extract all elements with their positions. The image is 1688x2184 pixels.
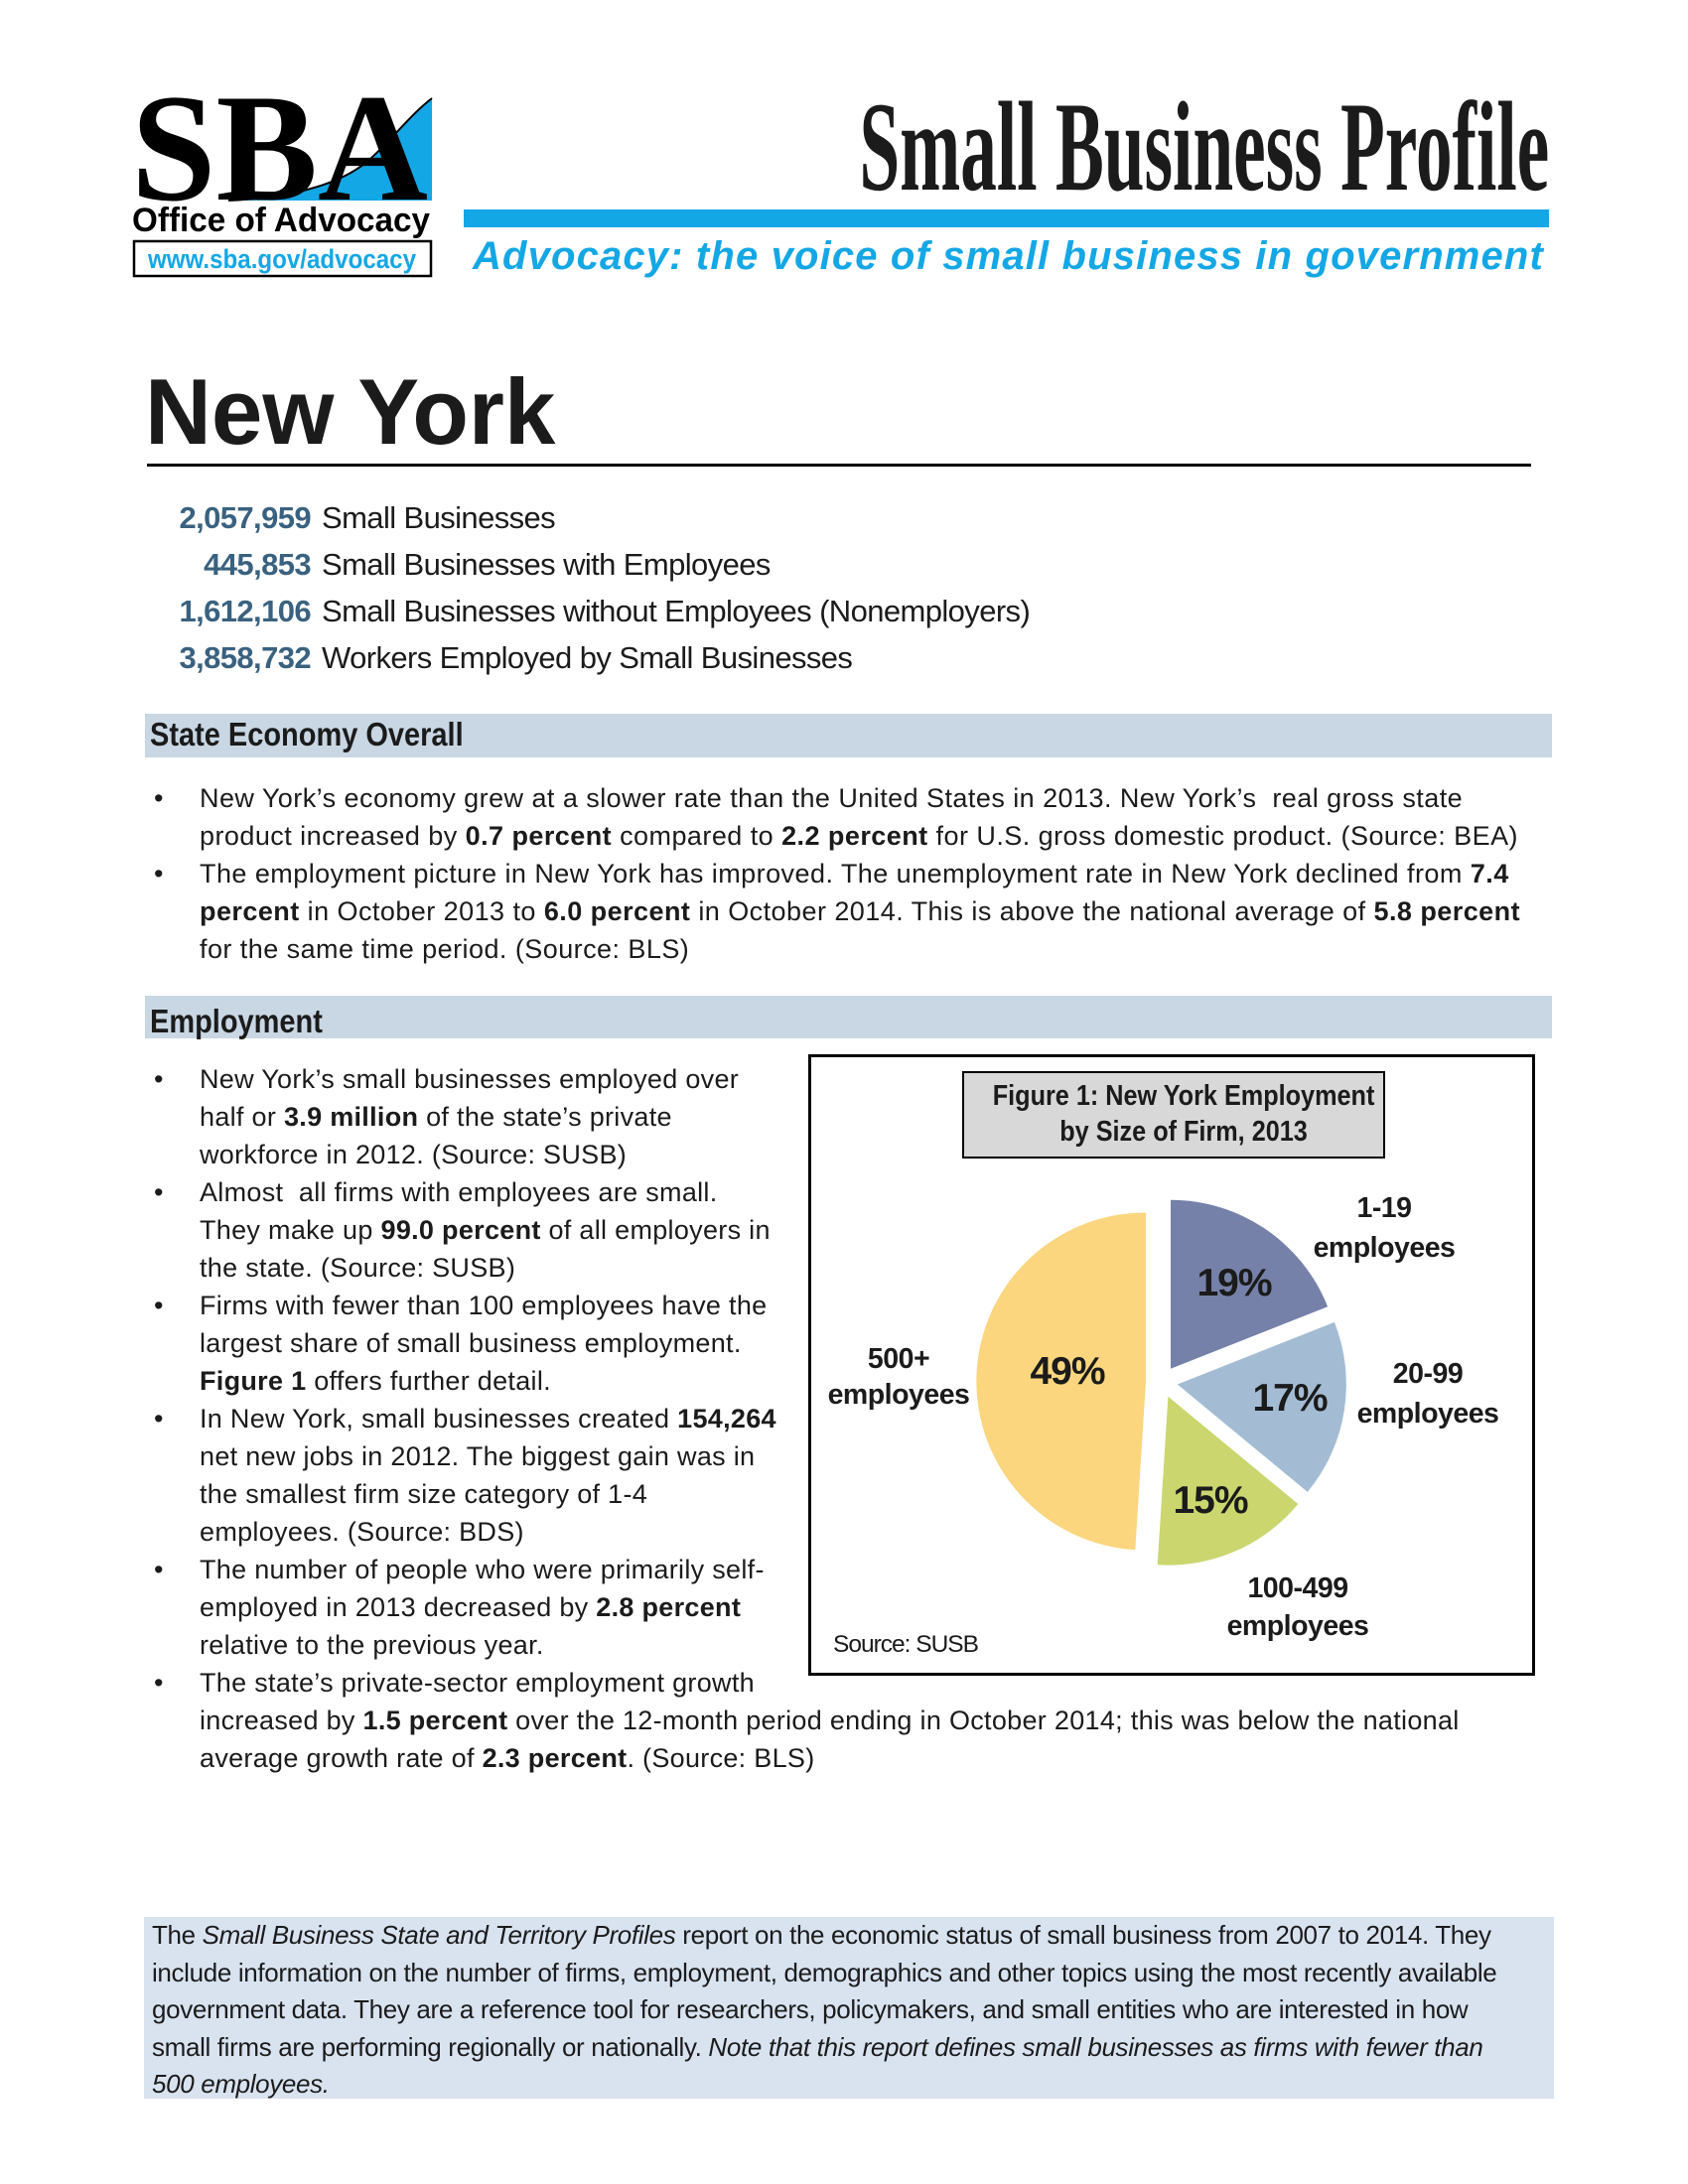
svg-text:SBA: SBA xyxy=(131,89,428,233)
svg-text:www.sba.gov/advocacy: www.sba.gov/advocacy xyxy=(147,244,416,274)
svg-text:Office of Advocacy: Office of Advocacy xyxy=(132,202,430,239)
